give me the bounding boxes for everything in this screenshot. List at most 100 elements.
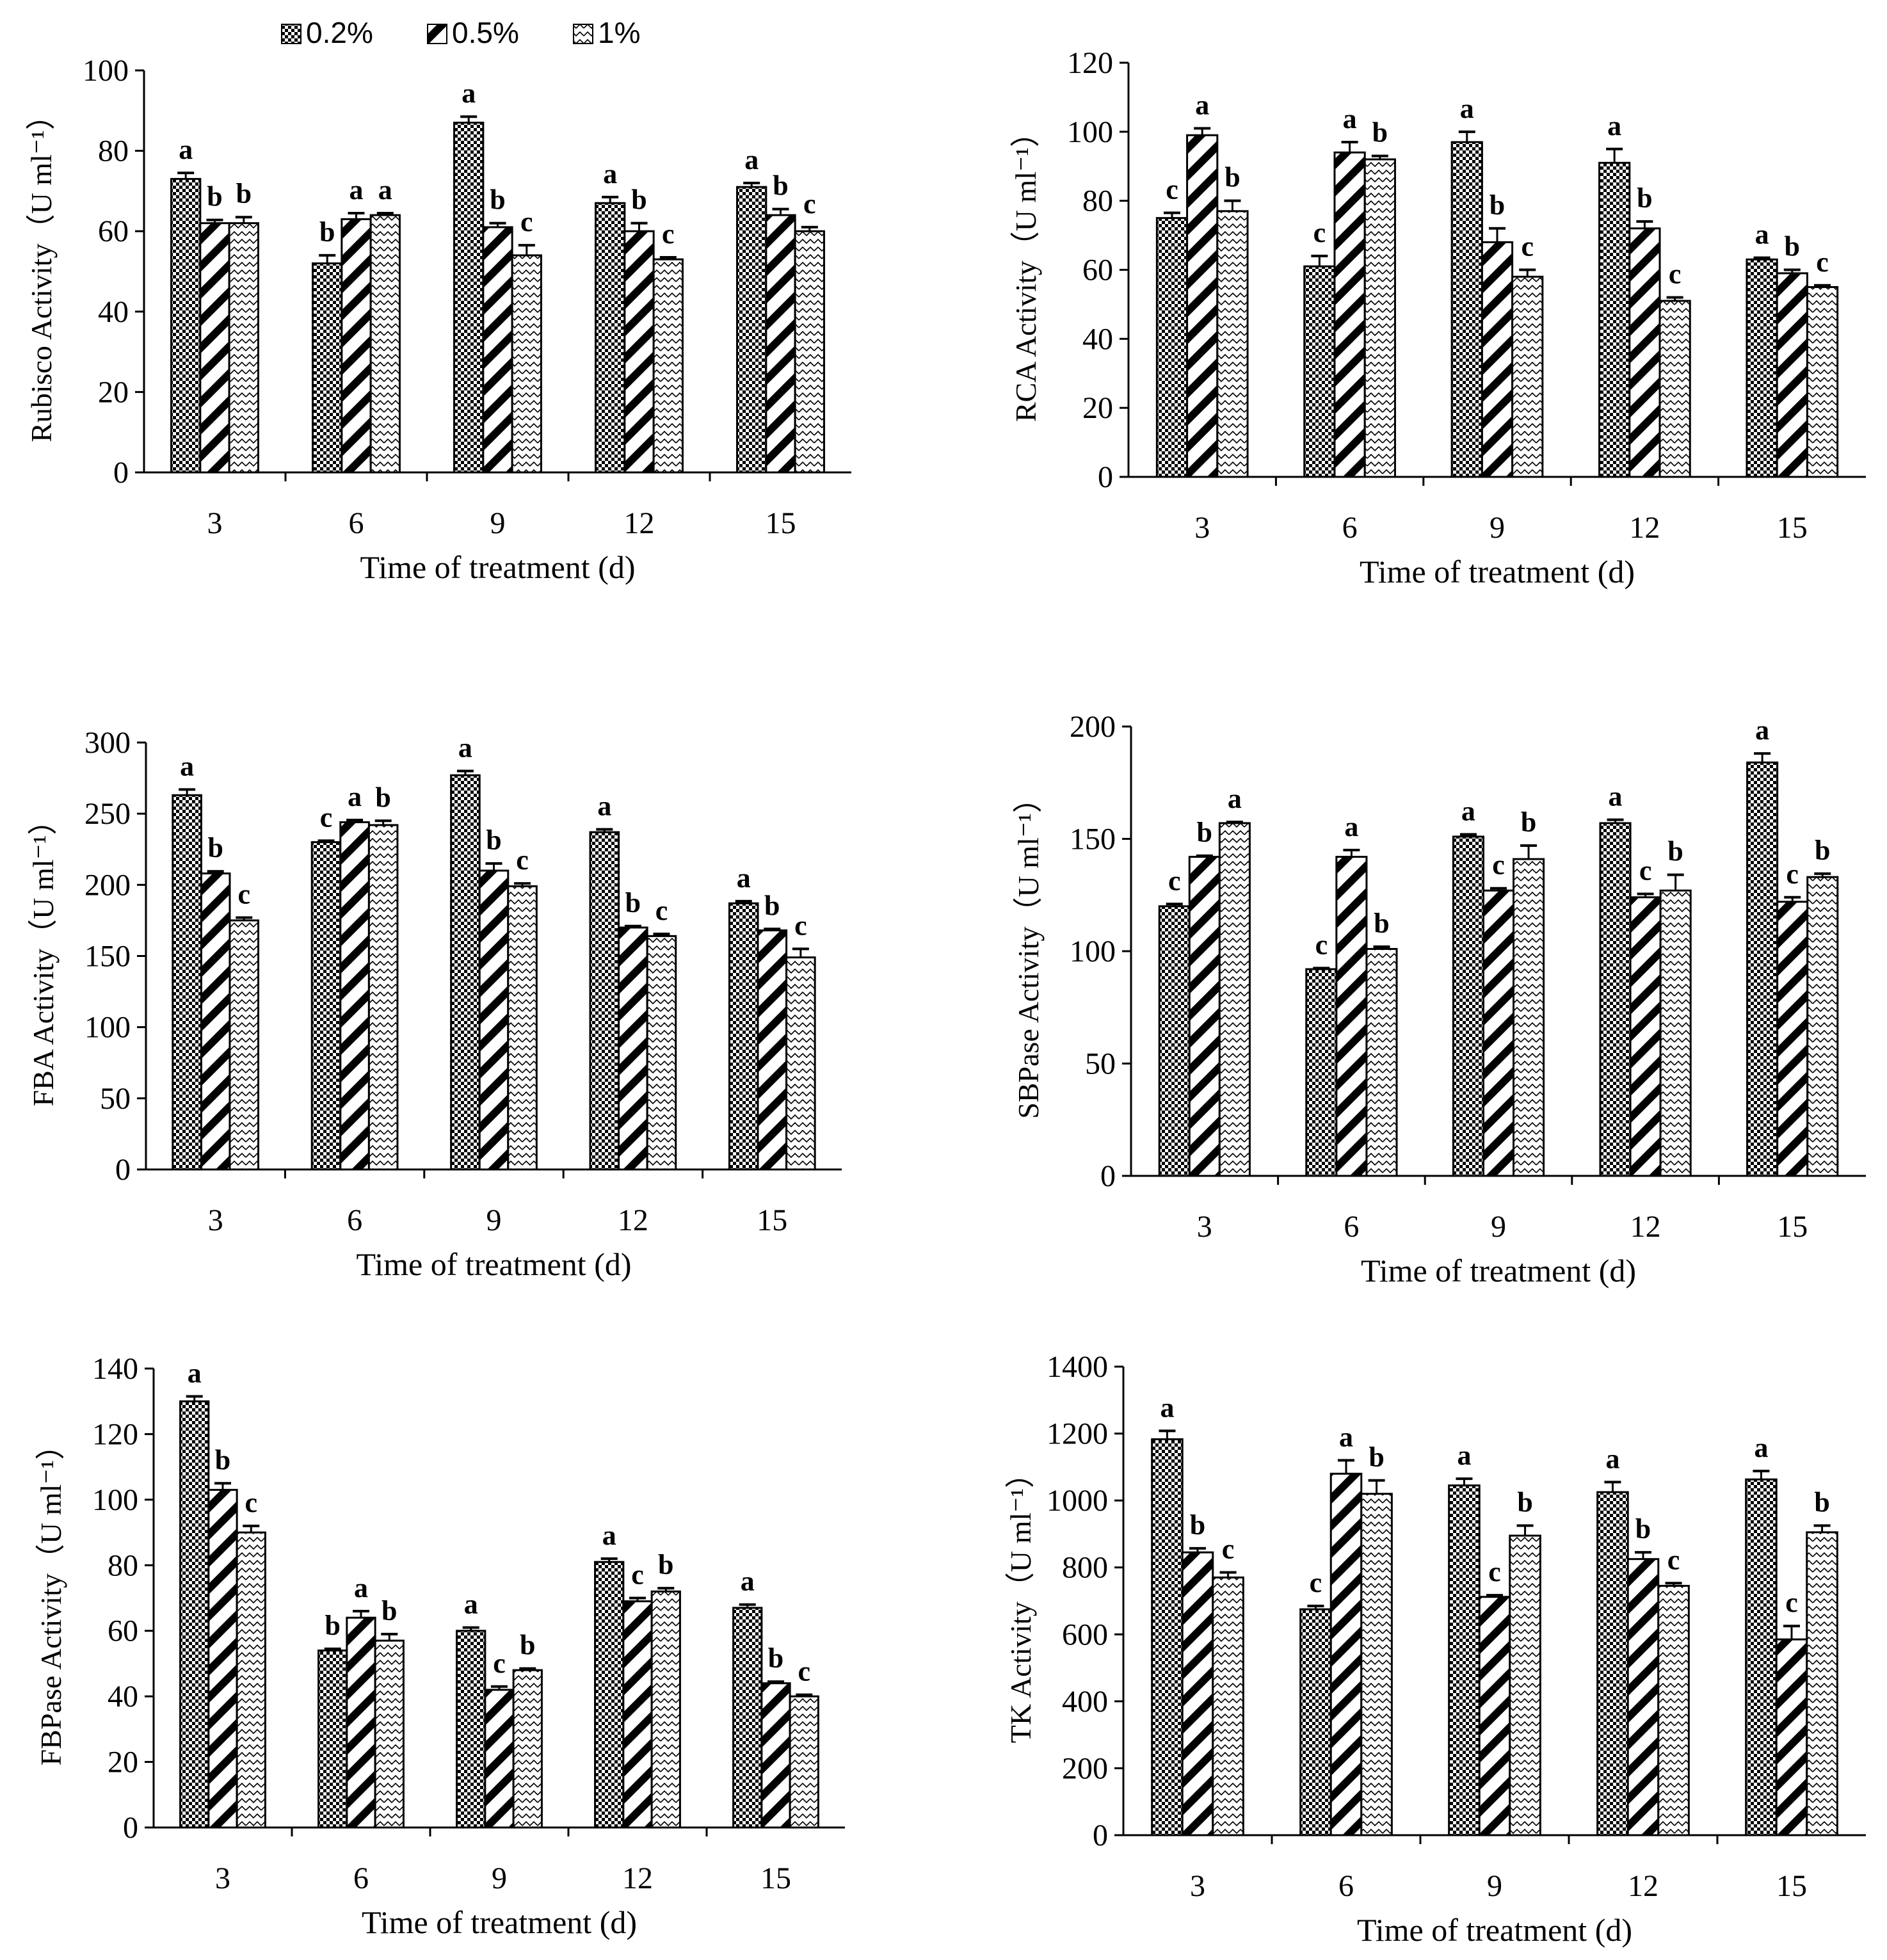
significance-letter: c xyxy=(245,1487,258,1518)
y-tick-label: 100 xyxy=(84,1011,131,1045)
bar-1pct-day-15 xyxy=(794,230,825,474)
y-axis-title: RCA Activity（U ml⁻¹） xyxy=(1009,118,1042,422)
y-tick-label: 800 xyxy=(1062,1551,1108,1585)
x-tick-label: 9 xyxy=(1487,1869,1502,1903)
significance-letter: b xyxy=(1814,1486,1829,1518)
significance-letter: a xyxy=(1755,219,1769,250)
bar-0-5pct-day-6 xyxy=(1333,151,1366,478)
bar-1pct-day-15 xyxy=(1806,1531,1838,1836)
bar-1pct-day-15 xyxy=(789,1695,819,1829)
bar-0-5pct-day-9 xyxy=(1481,241,1514,478)
y-tick-label: 20 xyxy=(98,375,129,409)
bar-1pct-day-6 xyxy=(374,1639,405,1829)
significance-letter: a xyxy=(602,1520,616,1551)
x-tick-label: 15 xyxy=(1776,1869,1807,1903)
bar-1pct-day-9 xyxy=(507,885,538,1171)
y-tick-label: 80 xyxy=(98,134,129,168)
significance-letter: c xyxy=(1166,174,1178,205)
bar-0-5pct-day-6 xyxy=(1335,856,1368,1177)
significance-letter: a xyxy=(1343,103,1357,134)
bar-0-5pct-day-12 xyxy=(1629,896,1662,1177)
y-tick-label: 400 xyxy=(1062,1685,1108,1719)
x-tick-label: 6 xyxy=(349,506,364,540)
significance-letter: a xyxy=(354,1572,368,1603)
significance-letter: c xyxy=(520,206,533,237)
x-tick-label: 3 xyxy=(215,1861,230,1895)
significance-letter: a xyxy=(1195,89,1209,120)
bar-0-2pct-day-3 xyxy=(1151,1438,1184,1836)
x-axis-title: Time of treatment (d) xyxy=(362,1904,637,1940)
bar-1pct-day-12 xyxy=(1659,889,1692,1177)
significance-letter: a xyxy=(378,174,392,205)
significance-letter: c xyxy=(320,801,333,833)
y-tick-label: 120 xyxy=(1067,46,1113,80)
significance-letter: c xyxy=(1310,1567,1322,1598)
significance-letter: a xyxy=(1754,1432,1768,1463)
significance-letter: a xyxy=(1607,110,1621,141)
significance-letter: a xyxy=(179,134,193,165)
bar-0-5pct-day-12 xyxy=(618,926,648,1171)
bar-0-2pct-day-9 xyxy=(456,1630,486,1829)
significance-letter: a xyxy=(349,174,364,205)
y-axis-title: Rubisco Activity（U ml⁻¹） xyxy=(25,100,58,442)
significance-letter: b xyxy=(1637,182,1652,214)
x-tick-label: 15 xyxy=(1777,1210,1808,1244)
significance-letter: b xyxy=(207,832,223,864)
bar-0-2pct-day-3 xyxy=(1158,905,1191,1177)
bar-0-2pct-day-6 xyxy=(310,841,342,1171)
y-tick-label: 0 xyxy=(113,456,129,490)
y-tick-label: 100 xyxy=(92,1483,138,1517)
y-tick-label: 600 xyxy=(1062,1618,1108,1651)
legend-label: 0.2% xyxy=(306,16,373,49)
significance-letter: c xyxy=(1492,849,1505,881)
x-tick-label: 12 xyxy=(1629,511,1660,545)
significance-letter: a xyxy=(1755,714,1769,746)
x-tick-label: 12 xyxy=(622,1861,653,1895)
bar-0-2pct-day-15 xyxy=(1745,1478,1778,1836)
significance-letter: c xyxy=(1667,1544,1680,1575)
significance-letter: b xyxy=(381,1595,397,1627)
bar-1pct-day-6 xyxy=(1360,1493,1393,1836)
significance-letter: b xyxy=(490,184,505,216)
y-tick-label: 20 xyxy=(108,1746,138,1779)
y-tick-label: 200 xyxy=(1070,710,1116,744)
significance-letter: c xyxy=(1785,1587,1798,1618)
bar-0-2pct-day-6 xyxy=(1299,1608,1332,1836)
y-tick-label: 100 xyxy=(1070,935,1116,968)
bar-0-5pct-day-15 xyxy=(757,929,788,1171)
bar-0-5pct-day-3 xyxy=(1181,1551,1214,1836)
bar-0-2pct-day-3 xyxy=(179,1400,210,1829)
significance-letter: a xyxy=(1461,795,1475,826)
x-tick-label: 6 xyxy=(353,1861,369,1895)
bar-0-5pct-day-6 xyxy=(339,821,370,1171)
bar-1pct-day-15 xyxy=(1806,876,1839,1177)
x-tick-label: 3 xyxy=(208,1203,223,1237)
significance-letter: b xyxy=(1197,817,1212,848)
legend-item-1pct: 1% xyxy=(573,16,640,49)
bar-0-2pct-day-12 xyxy=(1598,161,1631,478)
y-tick-label: 0 xyxy=(115,1153,131,1187)
bar-1pct-day-12 xyxy=(646,935,677,1171)
bar-1pct-day-9 xyxy=(511,254,542,474)
significance-letter: c xyxy=(655,895,668,926)
significance-letter: c xyxy=(798,1656,811,1687)
legend-label: 1% xyxy=(598,16,640,49)
bar-0-5pct-day-15 xyxy=(765,214,796,474)
y-tick-label: 20 xyxy=(1082,391,1113,425)
bar-0-5pct-day-12 xyxy=(622,1600,653,1829)
significance-letter: b xyxy=(1490,189,1505,221)
bar-0-2pct-day-9 xyxy=(1450,141,1483,478)
x-tick-label: 3 xyxy=(207,506,223,540)
bar-0-2pct-day-12 xyxy=(589,831,620,1171)
chart-tk: 02004006008001000120014003abc6cab9acb12a… xyxy=(1004,1350,1866,1948)
bar-0-5pct-day-15 xyxy=(760,1682,791,1829)
bar-1pct-day-6 xyxy=(1363,158,1396,478)
bar-1pct-day-3 xyxy=(228,222,259,474)
significance-letter: c xyxy=(803,188,816,220)
y-tick-label: 1000 xyxy=(1047,1484,1108,1518)
y-tick-label: 150 xyxy=(1070,823,1116,856)
